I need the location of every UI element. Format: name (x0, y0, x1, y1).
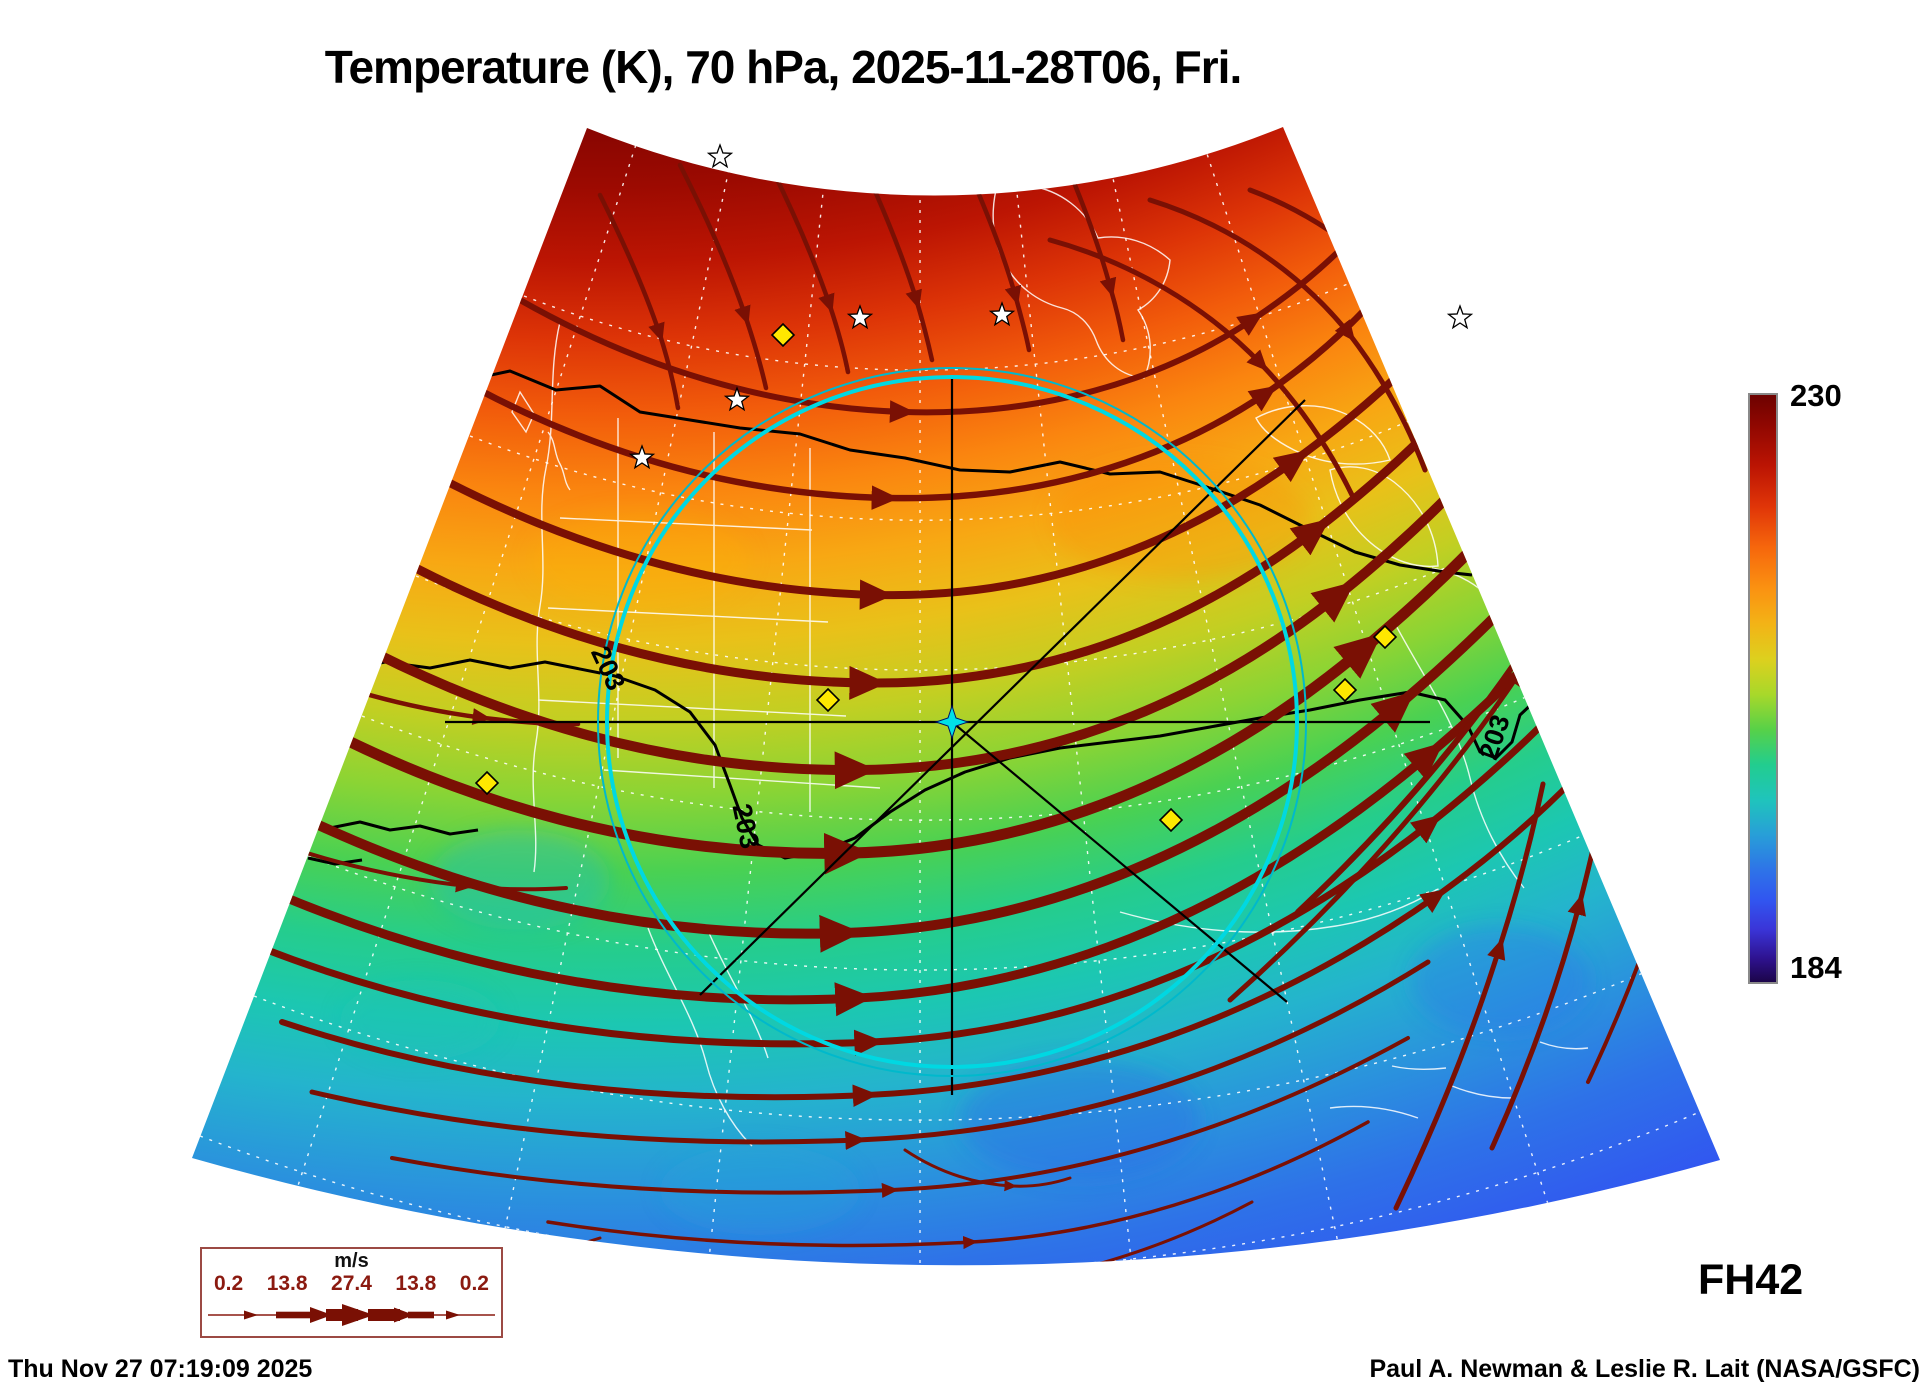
colorbar (1748, 393, 1778, 984)
wind-speed-legend: m/s 0.2 13.8 27.4 13.8 0.2 (200, 1247, 503, 1338)
station-center-marker (934, 704, 970, 740)
range-rings (597, 367, 1307, 1077)
forecast-hour-label: FH42 (1698, 1256, 1804, 1304)
wind-legend-values: 0.2 13.8 27.4 13.8 0.2 (202, 1272, 501, 1296)
wind-legend-unit: m/s (334, 1250, 369, 1272)
wind-legend-value: 13.8 (266, 1272, 308, 1295)
colorbar-min-label: 184 (1790, 950, 1842, 985)
page-title: Temperature (K), 70 hPa, 2025-11-28T06, … (324, 41, 1242, 93)
credit-text: Paul A. Newman & Leslie R. Lait (NASA/GS… (1369, 1355, 1920, 1383)
generation-timestamp: Thu Nov 27 07:19:09 2025 (8, 1355, 313, 1383)
wind-legend-arrow-scale (208, 1304, 495, 1326)
contour-labels: 203 203 203 (585, 641, 1516, 851)
wind-legend-value: 13.8 (395, 1272, 437, 1295)
wind-legend-value: 27.4 (331, 1272, 372, 1295)
colorbar-max-label: 230 (1790, 378, 1842, 413)
wind-legend-value: 0.2 (214, 1272, 244, 1295)
wind-legend-value: 0.2 (459, 1272, 489, 1295)
